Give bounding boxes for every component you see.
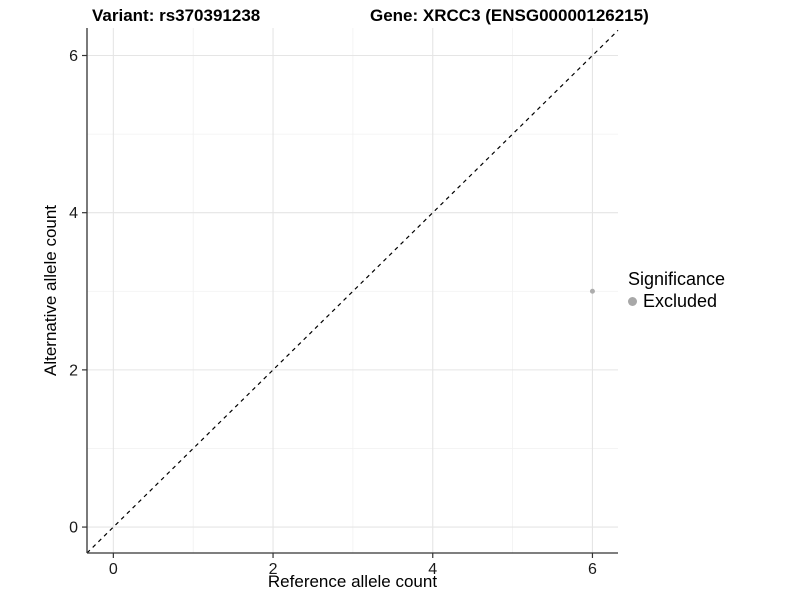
- y-tick-label: 2: [69, 362, 78, 379]
- x-tick-label: 6: [588, 561, 597, 578]
- x-axis-title: Reference allele count: [268, 572, 437, 591]
- x-tick-label: 0: [109, 561, 118, 578]
- data-point: [589, 288, 595, 294]
- y-tick-label: 0: [69, 520, 78, 537]
- legend-item-label: Excluded: [643, 291, 718, 311]
- variant-title: Variant: rs370391238: [92, 6, 261, 25]
- excluded-point-icon: [628, 297, 637, 306]
- y-axis-title: Alternative allele count: [41, 205, 60, 376]
- legend-item-excluded: Excluded: [628, 291, 725, 312]
- y-tick-label: 6: [69, 48, 78, 65]
- gene-title: Gene: XRCC3 (ENSG00000126215): [370, 6, 649, 25]
- legend: Significance Excluded: [628, 269, 725, 312]
- legend-title: Significance: [628, 269, 726, 289]
- y-tick-label: 4: [69, 205, 78, 222]
- x-tick-label: 2: [269, 561, 278, 578]
- x-tick-label: 4: [428, 561, 437, 578]
